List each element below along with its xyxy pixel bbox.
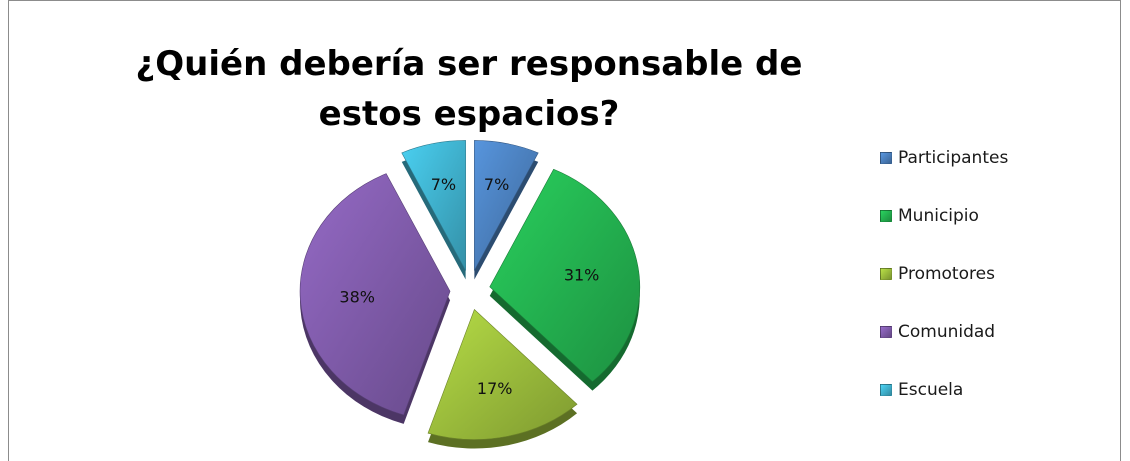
pie-slice-comunidad xyxy=(299,173,451,416)
legend-item-municipio: Municipio xyxy=(880,203,979,229)
legend-swatch xyxy=(880,268,892,280)
legend-swatch xyxy=(880,326,892,338)
legend-label: Participantes xyxy=(898,148,1009,168)
pie-slice-participantes xyxy=(474,140,539,271)
pie-slice-municipio xyxy=(489,168,641,383)
legend-swatch xyxy=(880,152,892,164)
pie-slice-escuela xyxy=(401,140,466,271)
data-label-escuela: 7% xyxy=(431,175,456,194)
legend-item-comunidad: Comunidad xyxy=(880,319,995,345)
legend-swatch xyxy=(880,210,892,222)
legend-swatch xyxy=(880,384,892,396)
chart-title: ¿Quién debería ser responsable de estos … xyxy=(135,44,803,134)
legend-item-escuela: Escuela xyxy=(880,377,963,403)
legend-label: Escuela xyxy=(898,380,964,400)
data-label-municipio: 31% xyxy=(564,265,600,284)
legend-item-promotores: Promotores xyxy=(880,261,995,287)
data-label-participantes: 7% xyxy=(484,175,509,194)
data-label-promotores: 17% xyxy=(477,379,513,398)
chart-frame: ¿Quién debería ser responsable de estos … xyxy=(8,0,1121,461)
data-label-comunidad: 38% xyxy=(339,287,375,306)
pie-slice-promotores xyxy=(427,308,578,440)
legend-item-participantes: Participantes xyxy=(880,145,1008,171)
legend-label: Comunidad xyxy=(898,322,996,342)
legend-label: Promotores xyxy=(898,264,995,284)
legend-label: Municipio xyxy=(898,206,979,226)
